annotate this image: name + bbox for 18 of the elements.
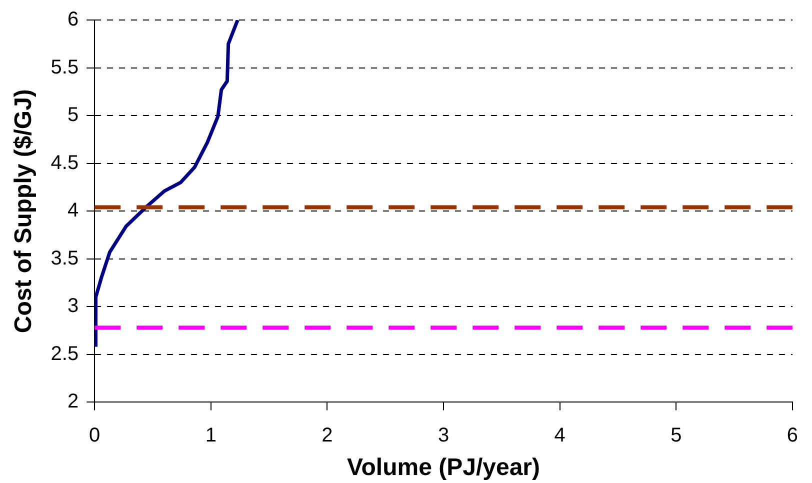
y-axis-title: Cost of Supply ($/GJ) [10,89,38,334]
x-tick-label: 4 [554,424,566,447]
y-tick-label: 4.5 [50,152,79,174]
y-tick-label: 4 [67,200,79,222]
y-tick-label: 3.5 [50,247,79,270]
x-tick-label: 3 [438,424,450,447]
x-tick-label: 0 [89,424,100,447]
y-tick-label: 6 [67,8,79,31]
y-tick-label: 2.5 [50,342,79,365]
x-tick-label: 6 [786,424,798,447]
x-tick-label: 1 [205,424,216,447]
y-tick-label: 3 [67,295,79,318]
y-tick-label: 5.5 [50,56,79,78]
y-tick-label: 5 [67,104,79,126]
y-tick-label: 2 [67,390,79,413]
x-axis-title: Volume (PJ/year) [347,454,540,482]
x-tick-label: 5 [670,424,682,447]
x-tick-label: 2 [322,424,333,447]
